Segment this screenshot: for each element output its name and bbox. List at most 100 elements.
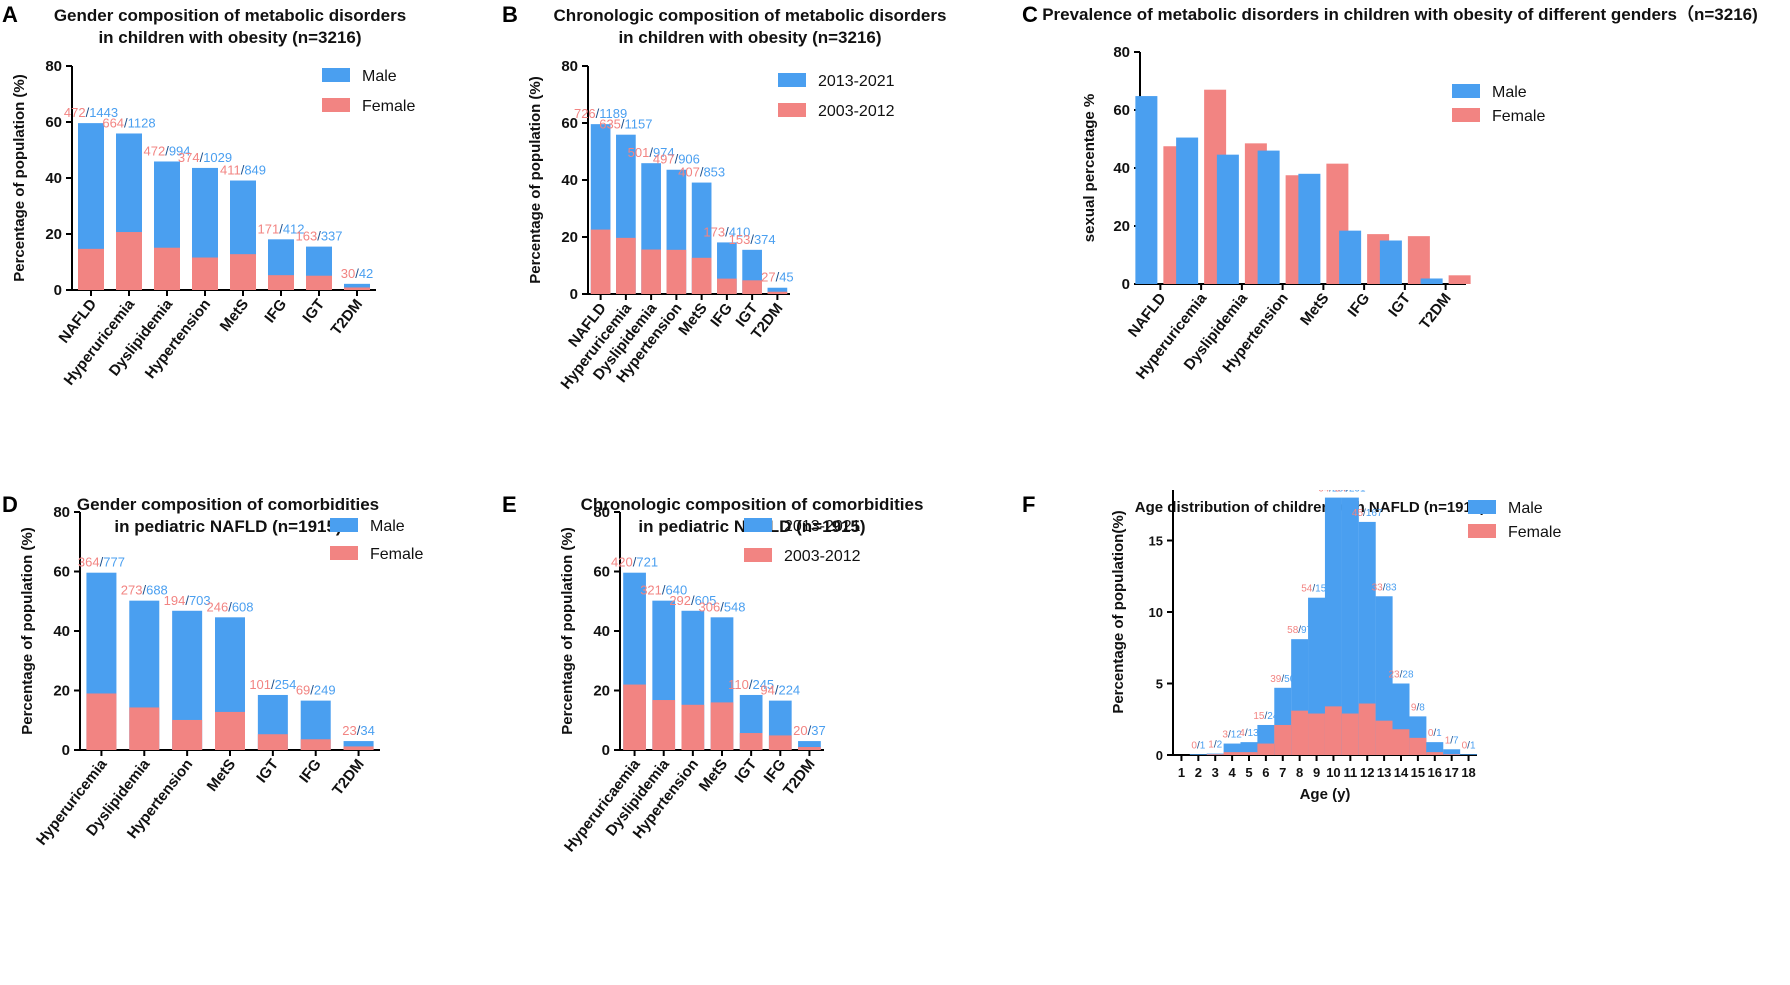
y-axis-label: sexual percentage %: [1081, 94, 1098, 242]
data-label-female: 33: [1372, 582, 1384, 593]
data-label-male: 156: [1315, 584, 1332, 595]
bar-e-earlier: [681, 704, 705, 750]
data-label: 4/13: [1239, 728, 1259, 739]
bar-f-female: [1257, 743, 1275, 755]
data-label-female: 94: [760, 683, 774, 698]
bar-f-female: [1443, 754, 1461, 755]
y-tick-label: 0: [1156, 748, 1163, 763]
data-label: 58/97: [1287, 625, 1312, 636]
data-label: 472/994: [143, 143, 190, 158]
bar-f-female: [1240, 752, 1258, 755]
data-label-male: 24: [1267, 711, 1279, 722]
y-tick-label: 80: [53, 504, 70, 521]
data-label-female: 420: [611, 555, 633, 570]
bar-b-earlier: [590, 229, 611, 294]
y-tick-label: 20: [45, 226, 62, 243]
y-tick-label: 80: [45, 58, 62, 75]
x-tick-label: 7: [1279, 765, 1286, 780]
data-label-slash: /: [142, 583, 146, 598]
data-label: 420/721: [611, 555, 658, 570]
y-axis-label: Percentage of population (%): [19, 527, 36, 735]
data-label: 0/1: [1462, 740, 1476, 751]
data-label-slash: /: [1400, 670, 1403, 681]
bar-a-female: [154, 247, 180, 290]
data-label-slash: /: [725, 224, 729, 239]
data-label-male: 849: [244, 163, 266, 178]
x-tick-label: 16: [1428, 765, 1442, 780]
panel-a: A Gender composition of metabolic disorde…: [0, 0, 500, 490]
x-tick-label: MetS: [675, 300, 710, 339]
x-tick-label: 1: [1178, 765, 1185, 780]
bar-c-male: [1216, 154, 1239, 284]
data-label: 54/291: [1335, 490, 1366, 495]
legend-swatch: [778, 103, 806, 117]
x-tick-label: 9: [1313, 765, 1320, 780]
legend-label: Male: [370, 518, 405, 535]
data-label: 39/50: [1270, 674, 1295, 685]
data-label-male: 7: [1453, 735, 1459, 746]
y-tick-label: 0: [1122, 276, 1130, 293]
data-label-female: 246: [206, 599, 228, 614]
x-tick-label: IGT: [253, 756, 282, 786]
data-label-slash: /: [1312, 584, 1315, 595]
data-label-male: 994: [169, 143, 191, 158]
y-tick-label: 40: [45, 170, 62, 187]
data-label-male: 280: [1332, 490, 1349, 495]
y-tick-label: 5: [1156, 677, 1163, 692]
data-label: 411/849: [220, 163, 266, 178]
bar-b-earlier: [767, 291, 788, 294]
bar-e-earlier: [652, 700, 676, 750]
bar-a-female: [344, 287, 370, 290]
data-label-male: 1: [1200, 740, 1206, 751]
y-axis-label: Percentage of population (%): [559, 527, 576, 735]
bar-f-male: [1460, 754, 1478, 755]
y-tick-label: 15: [1149, 534, 1163, 549]
data-label: 94/224: [760, 683, 800, 698]
data-label-male: 8: [1419, 702, 1425, 713]
data-label-slash: /: [700, 165, 704, 180]
data-label-female: 497: [653, 152, 675, 167]
data-label-female: 23: [342, 723, 356, 738]
bar-d-female: [215, 711, 245, 750]
data-label: 472/1443: [64, 105, 118, 120]
data-label-slash: /: [1329, 490, 1332, 495]
bar-e-recent: [798, 741, 821, 750]
data-label-female: 101: [249, 677, 271, 692]
bar-d-female: [129, 707, 160, 750]
y-tick-label: 20: [1113, 218, 1130, 235]
data-label-female: 407: [678, 165, 700, 180]
bar-f-female: [1409, 737, 1427, 755]
data-label: 33/83: [1372, 582, 1397, 593]
x-tick-label: 18: [1461, 765, 1475, 780]
chart-title: Gender composition of comorbidities: [77, 495, 379, 514]
y-tick-label: 0: [62, 742, 70, 759]
data-label-male: 1029: [203, 150, 232, 165]
data-label-female: 364: [78, 555, 100, 570]
data-label-female: 321: [640, 583, 662, 598]
bar-f-female: [1358, 703, 1376, 755]
chart-c: C Prevalence of metabolic disorders in ch…: [1022, 2, 1758, 383]
data-label-female: 374: [178, 150, 200, 165]
data-label-male: 410: [729, 224, 751, 239]
bar-a-female: [78, 248, 104, 290]
data-label-female: 15: [1253, 711, 1265, 722]
data-label-female: 54: [1335, 490, 1347, 495]
legend-swatch: [744, 518, 772, 532]
data-label: 27/45: [761, 270, 794, 285]
data-label-male: 34: [360, 723, 374, 738]
data-label-male: 1: [1470, 740, 1476, 751]
data-label-female: 501: [628, 145, 650, 160]
data-label-male: 12: [1231, 730, 1243, 741]
bar-f-male: [1426, 742, 1444, 755]
x-tick-label: 13: [1377, 765, 1391, 780]
x-tick-label: 4: [1228, 765, 1236, 780]
x-tick-label: IFG: [1344, 290, 1373, 320]
bar-c-male: [1298, 173, 1321, 284]
chart-title: Gender composition of metabolic disorder…: [54, 6, 406, 25]
bar-f-male: [1189, 754, 1207, 755]
data-label-slash: /: [720, 599, 724, 614]
x-tick-label: 11: [1343, 765, 1357, 780]
data-label-female: 54: [1301, 584, 1313, 595]
data-label: 45/167: [1352, 508, 1383, 519]
y-tick-label: 80: [593, 504, 610, 521]
